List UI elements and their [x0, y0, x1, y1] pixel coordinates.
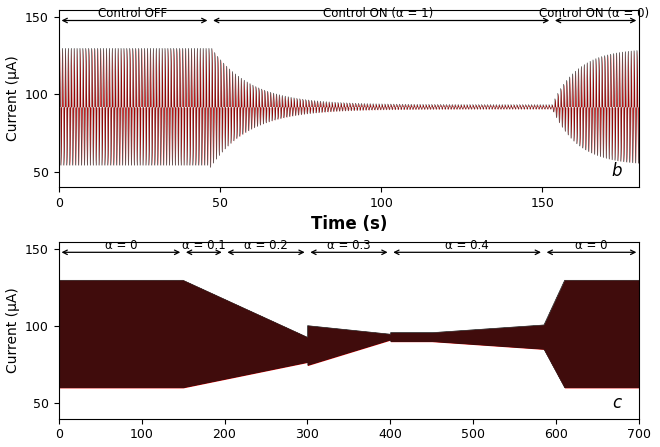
Y-axis label: Current (μA): Current (μA) — [5, 55, 20, 141]
Text: Control ON (α = 1): Control ON (α = 1) — [323, 7, 433, 20]
Y-axis label: Current (μA): Current (μA) — [5, 287, 20, 373]
Text: c: c — [612, 394, 622, 412]
Text: α = 0.1: α = 0.1 — [182, 239, 226, 252]
Text: α = 0.2: α = 0.2 — [244, 239, 288, 252]
Text: Control ON (α = 0): Control ON (α = 0) — [539, 7, 649, 20]
Text: α = 0.4: α = 0.4 — [445, 239, 488, 252]
Text: α = 0.3: α = 0.3 — [327, 239, 371, 252]
X-axis label: Time (s): Time (s) — [311, 215, 387, 233]
Text: α = 0: α = 0 — [105, 239, 137, 252]
Text: Control OFF: Control OFF — [98, 7, 168, 20]
Text: b: b — [611, 162, 622, 180]
Text: α = 0: α = 0 — [575, 239, 607, 252]
